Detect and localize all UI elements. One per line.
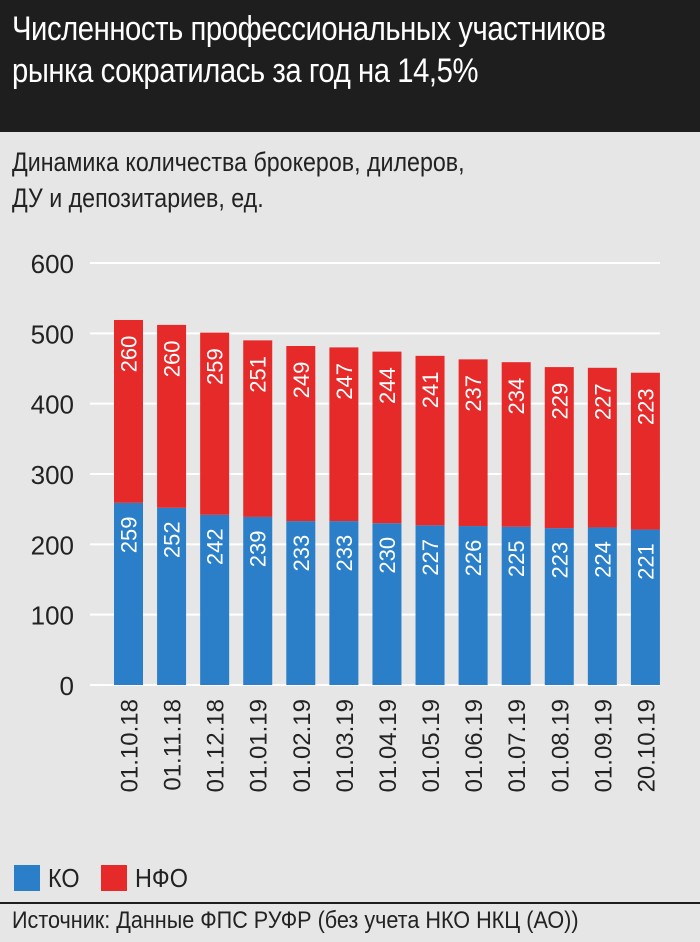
stacked-bar-chart: 0 100 200 300 400 500 600 259 260 01.10.18 252 260 0… [31, 249, 661, 792]
legend-label-nfo: НФО [135, 862, 188, 893]
data-label-nfo: 227 [590, 383, 615, 420]
bar-nfo [200, 332, 230, 515]
header-banner: Численность профессиональных участников … [0, 0, 700, 132]
y-tick-label: 100 [31, 601, 74, 631]
bar-ko [243, 516, 273, 685]
x-tick-label: 01.07.19 [504, 699, 531, 792]
bar-nfo [544, 367, 574, 529]
source-note: Источник: Данные ФПС РУФР (без учета НКО… [12, 907, 579, 934]
data-label-nfo: 251 [246, 356, 271, 393]
bar-ko [415, 525, 445, 685]
data-label-ko: 223 [547, 542, 572, 579]
data-label-ko: 239 [246, 531, 271, 568]
data-label-nfo: 234 [504, 378, 529, 415]
bar-ko [501, 526, 531, 685]
x-tick-label: 01.05.19 [418, 699, 445, 792]
x-tick-label: 01.02.19 [289, 699, 316, 792]
data-label-nfo: 244 [375, 367, 400, 404]
bar-nfo [587, 367, 617, 528]
bar-ko [544, 528, 574, 685]
legend-swatch-ko [14, 865, 40, 891]
bar-nfo [286, 345, 316, 522]
data-label-ko: 242 [203, 528, 228, 565]
chart-title-line-2: рынка сократилась за год на 14,5% [12, 52, 479, 90]
bar-nfo [630, 372, 660, 530]
data-label-nfo: 259 [203, 348, 228, 385]
x-tick-label: 01.08.19 [547, 699, 574, 792]
y-tick-label: 300 [31, 460, 74, 490]
subtitle-line-2: ДУ и депозитариев, ед. [12, 183, 264, 213]
x-tick-label: 01.04.19 [375, 699, 402, 792]
x-tick-label: 01.01.19 [246, 699, 273, 792]
data-label-ko: 224 [590, 541, 615, 578]
data-label-ko: 259 [117, 516, 142, 553]
bar-ko [329, 521, 359, 685]
bar-ko [114, 502, 143, 685]
bar-ko [587, 527, 617, 685]
data-label-ko: 233 [289, 535, 314, 572]
data-label-ko: 221 [633, 543, 658, 580]
bar-ko [458, 526, 488, 685]
data-label-nfo: 249 [289, 362, 314, 399]
x-tick-label: 01.09.19 [590, 699, 617, 792]
bar-ko [630, 529, 660, 685]
data-label-nfo: 247 [332, 363, 357, 400]
bar-nfo [243, 340, 273, 517]
bar-nfo [372, 351, 402, 524]
data-label-ko: 226 [461, 540, 486, 577]
bar-nfo [114, 319, 143, 503]
bar-nfo [415, 355, 445, 526]
bar-ko [200, 514, 230, 685]
data-label-ko: 230 [375, 537, 400, 574]
bar-nfo [458, 359, 488, 527]
y-tick-label: 600 [31, 249, 74, 279]
x-tick-label: 01.06.19 [461, 699, 488, 792]
legend: КО НФО [14, 862, 212, 894]
x-tick-label: 01.03.19 [332, 699, 359, 792]
bar-nfo [157, 324, 187, 508]
data-label-nfo: 229 [547, 383, 572, 420]
x-tick-label: 01.11.18 [160, 699, 187, 791]
chart-title-line-1: Численность профессиональных участников [12, 10, 606, 48]
bar-ko [372, 523, 402, 685]
bar-nfo [329, 347, 359, 522]
subtitle-line-1: Динамика количества брокеров, дилеров, [12, 147, 465, 177]
data-label-ko: 227 [418, 539, 443, 576]
data-label-ko: 233 [332, 535, 357, 572]
y-tick-label: 0 [60, 671, 74, 701]
data-label-nfo: 237 [461, 375, 486, 412]
bar-ko [286, 521, 316, 685]
x-tick-label: 01.10.18 [117, 699, 144, 792]
data-label-nfo: 241 [418, 371, 443, 408]
y-tick-label: 400 [31, 390, 74, 420]
data-label-ko: 225 [504, 540, 529, 577]
x-tick-label: 20.10.19 [633, 699, 660, 792]
bar-ko [157, 507, 187, 685]
source-divider [0, 902, 700, 904]
y-tick-label: 500 [31, 319, 74, 349]
bar-nfo [501, 362, 531, 527]
data-label-nfo: 223 [633, 388, 658, 425]
x-tick-label: 01.12.18 [203, 699, 230, 792]
data-label-nfo: 260 [160, 341, 185, 378]
y-tick-label: 200 [31, 530, 74, 560]
legend-label-ko: КО [48, 862, 80, 893]
chart-subtitle: Динамика количества брокеров, дилеров, Д… [12, 144, 597, 216]
data-label-ko: 252 [160, 521, 185, 558]
legend-swatch-nfo [101, 865, 128, 891]
data-label-nfo: 260 [117, 336, 142, 373]
